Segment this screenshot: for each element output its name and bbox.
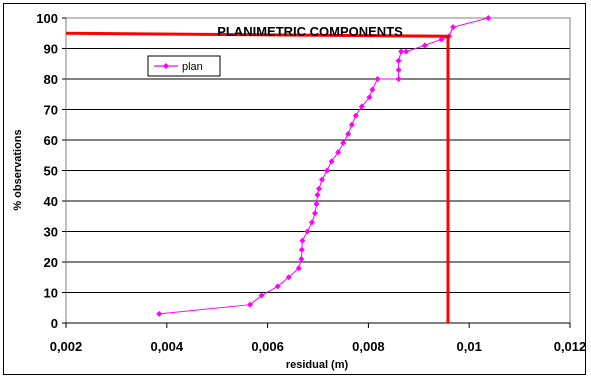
y-tick-label: 40 xyxy=(44,194,58,209)
chart-frame xyxy=(3,3,586,375)
x-axis: 0,002 0,004 0,006 0,008 0,01 0,012 xyxy=(50,322,587,354)
y-tick-label: 90 xyxy=(44,42,58,57)
plan-data-point xyxy=(311,210,318,217)
plan-data-point xyxy=(314,191,321,198)
legend-box xyxy=(147,55,221,77)
series-layer xyxy=(65,15,492,323)
plan-data-point xyxy=(438,36,445,43)
plan-data-point xyxy=(335,149,342,156)
y-tick-label: 100 xyxy=(36,11,58,26)
plan-data-point xyxy=(304,228,311,235)
legend: plan xyxy=(147,55,221,77)
x-tick-label: 0,002 xyxy=(50,339,83,354)
plan-data-point xyxy=(313,201,320,208)
plan-data-point xyxy=(316,185,323,192)
plan-data-point xyxy=(358,103,365,110)
x-tick-label: 0,01 xyxy=(457,339,482,354)
y-tick-label: 50 xyxy=(44,164,58,179)
chart-title: PLANIMETRIC COMPONENTS xyxy=(217,24,403,39)
plan-data-point xyxy=(395,76,402,82)
y-tick-label: 60 xyxy=(44,133,58,148)
y-tick-label: 20 xyxy=(44,255,58,270)
plan-data-point xyxy=(345,130,352,137)
plan-data-point xyxy=(485,15,492,21)
threshold-line xyxy=(65,31,450,323)
x-tick-label: 0,006 xyxy=(251,339,284,354)
y-tick-label: 10 xyxy=(44,286,58,301)
plan-data-point xyxy=(295,265,302,272)
legend-label: plan xyxy=(182,61,203,73)
x-tick-label: 0,012 xyxy=(554,339,587,354)
y-axis-title: % observations xyxy=(12,129,24,210)
y-tick-label: 80 xyxy=(44,72,58,87)
plan-data-point xyxy=(366,94,373,101)
plan-data-point xyxy=(298,246,305,253)
plan-data-point xyxy=(246,301,253,308)
plan-data-point xyxy=(285,274,292,281)
gridlines xyxy=(66,17,570,324)
y-tick-label: 0 xyxy=(51,316,58,331)
plan-data-point xyxy=(421,42,428,49)
plan-data-point xyxy=(324,167,331,174)
plan-data-point xyxy=(308,219,315,226)
plan-data-point xyxy=(352,112,359,119)
plan-data-point xyxy=(319,176,326,183)
plan-data-point xyxy=(374,76,381,82)
x-tick-label: 0,004 xyxy=(151,339,184,354)
plan-data-point xyxy=(258,292,265,299)
plan-data-point xyxy=(395,66,402,73)
plan-data-point xyxy=(156,310,163,317)
x-tick-label: 0,008 xyxy=(352,339,385,354)
plan-data-point xyxy=(340,140,347,147)
plan-data-point xyxy=(298,255,305,262)
plan-data-point xyxy=(328,158,335,165)
plan-data-point xyxy=(398,48,405,55)
plan-data-point xyxy=(369,86,376,93)
y-tick-label: 30 xyxy=(44,225,58,240)
x-axis-title: residual (m) xyxy=(286,359,349,371)
legend-marker xyxy=(163,63,169,69)
y-axis: 0 10 20 30 40 50 60 70 80 90 100 xyxy=(36,11,66,331)
plan-data-point xyxy=(403,48,410,55)
plan-data-point xyxy=(395,57,402,64)
y-tick-label: 70 xyxy=(44,103,58,118)
plan-data-point xyxy=(450,24,457,31)
plan-data-point xyxy=(274,283,281,290)
plan-data-point xyxy=(348,121,355,128)
plan-data-point xyxy=(299,237,306,244)
